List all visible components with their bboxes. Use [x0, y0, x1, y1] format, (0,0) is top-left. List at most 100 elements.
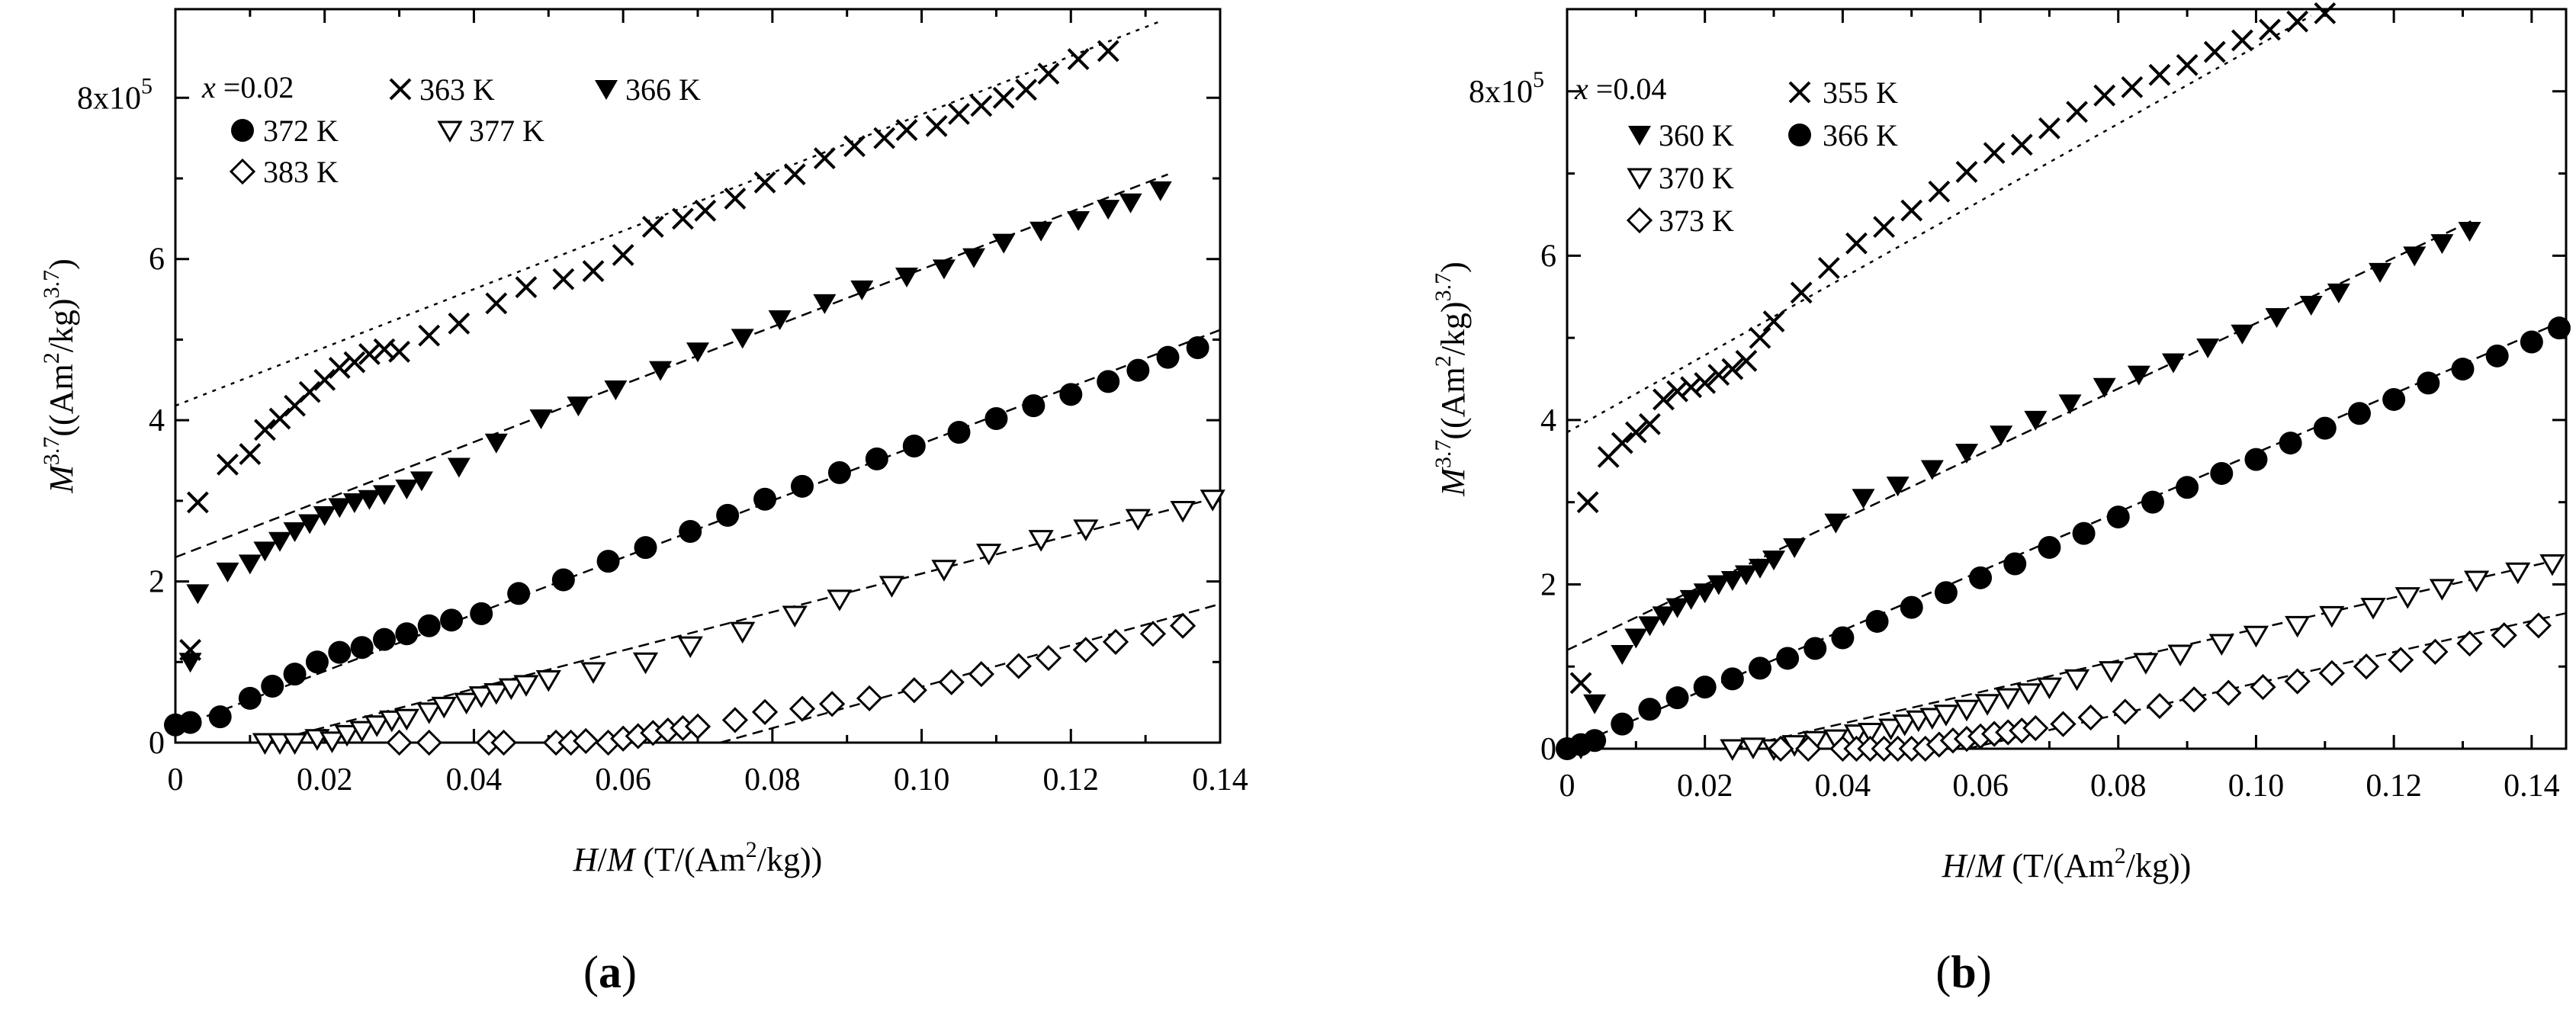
panel-a-point-s0	[515, 276, 538, 299]
panel-a-label: (a)	[583, 947, 637, 997]
panel-b-point-s2	[1831, 626, 1855, 650]
panel-b-point-s1	[1762, 550, 1786, 571]
panel-b-point-s0	[1749, 326, 1771, 349]
panel-b-point-s0	[2203, 40, 2226, 63]
panel-a-fit-line-1	[175, 173, 1168, 559]
panel-b-xtick-label: 0	[1559, 769, 1575, 804]
panel-a-point-s0	[1015, 79, 1037, 101]
panel-b-point-s1	[2196, 339, 2220, 359]
panel-a-point-s1	[529, 409, 553, 430]
panel-b-point-s0	[1611, 432, 1633, 454]
panel-a-xtick-label: 0.08	[744, 762, 801, 798]
panel-a-point-s0	[992, 86, 1015, 109]
panel-b-xtick-label: 0.06	[1952, 769, 2009, 804]
panel-a-point-s3	[252, 733, 278, 755]
panel-b-ytick-label: 6	[1540, 239, 1556, 274]
panel-b-point-s2	[2485, 344, 2509, 367]
panel-b-point-s0	[2121, 75, 2144, 98]
panel-b-ytick-label: 2	[1540, 567, 1556, 602]
panel-b-point-s1	[1720, 571, 1744, 592]
panel-a-point-s4	[1102, 628, 1129, 655]
panel-b-point-s1	[1693, 583, 1717, 604]
panel-a-point-s1	[395, 480, 419, 499]
panel-a-legend-label-4: 383 K	[263, 155, 339, 189]
panel-a-point-s4	[416, 729, 442, 756]
panel-a-point-s4	[684, 713, 711, 740]
panel-a-point-s3	[878, 576, 905, 598]
panel-a-point-s1	[1097, 200, 1120, 220]
panel-b-point-s4	[2022, 714, 2049, 742]
panel-b-point-s2	[2279, 432, 2302, 455]
panel-a-composition-label: x =0.02	[201, 70, 294, 104]
panel-a-point-s2	[1059, 383, 1083, 406]
panel-b-legend: x =0.04 355 K 360 K 366 K 370 K 373 K	[1574, 72, 1898, 238]
panel-a-point-s3	[677, 636, 703, 659]
panel-b-point-s3	[2429, 579, 2455, 601]
panel-b-point-s3	[1720, 739, 1746, 761]
panel-b-point-s4	[2284, 668, 2311, 695]
panel-a-point-s2	[417, 614, 441, 637]
panel-b-point-s3	[2133, 653, 2159, 675]
panel-a-point-s0	[948, 103, 970, 125]
panel-b-point-s1	[2369, 262, 2392, 283]
panel-b-point-s1	[1652, 606, 1675, 627]
panel-a-point-s1	[1029, 221, 1053, 242]
panel-b-point-s4	[2077, 704, 2104, 731]
panel-a-point-s1	[686, 342, 709, 363]
panel-a-point-s3	[319, 731, 345, 753]
panel-b-point-s4	[2422, 638, 2449, 665]
panel-b-point-s2	[2417, 371, 2440, 395]
panel-a-legend: x =0.02 363 K 366 K 372 K 377 K 383 K	[201, 70, 701, 189]
panel-b-point-s2	[1665, 686, 1689, 710]
panel-a-point-s0	[186, 491, 209, 514]
panel-a-point-s3	[1200, 489, 1225, 512]
panel-b-xtick-label: 0.08	[2090, 769, 2147, 804]
panel-b-point-s1	[2265, 308, 2289, 329]
panel-b-xlabel: H/M (T/(Am2/kg))	[1942, 843, 2192, 884]
panel-a-xtick-label: 0.02	[297, 762, 353, 798]
panel-a-point-s2	[596, 550, 620, 573]
panel-a-point-s2	[1156, 345, 1180, 369]
panel-a-point-s4	[1139, 621, 1167, 647]
panel-b-point-s1	[1920, 460, 1944, 480]
panel-b-point-s3	[1906, 710, 1932, 733]
panel-b-point-s4	[2525, 612, 2552, 639]
panel-a-xtick-label: 0	[168, 762, 184, 798]
panel-b-point-s2	[1865, 609, 1889, 633]
panel-b-point-s4	[2215, 679, 2242, 706]
panel-a-point-s3	[931, 560, 957, 582]
panel-b-legend-marker-2	[1788, 124, 1811, 146]
panel-a-point-s4	[789, 695, 816, 722]
panel-b-point-s4	[2181, 686, 2208, 713]
panel-a-point-s3	[580, 662, 606, 684]
panel-a-point-s2	[865, 447, 888, 470]
panel-b-xtick-label: 0.14	[2504, 769, 2560, 804]
panel-b-point-s2	[2347, 402, 2371, 425]
panel-a-point-s0	[753, 171, 776, 194]
panel-b-point-s2	[2003, 552, 2027, 576]
panel-a-point-s3	[431, 696, 457, 719]
panel-b-point-s2	[1583, 729, 1607, 753]
panel-a-point-s4	[1005, 653, 1032, 679]
panel-b-point-s2	[2072, 522, 2096, 545]
panel-a-point-s0	[641, 216, 664, 238]
panel-a-point-s2	[1126, 358, 1150, 382]
panel-b-point-s4	[2050, 711, 2077, 737]
panel-a-point-s0	[970, 95, 993, 117]
panel-b-point-s2	[1804, 637, 1827, 660]
panel-a-point-s1	[484, 433, 508, 454]
panel-a-point-s4	[901, 677, 927, 704]
panel-b-point-s3	[1954, 699, 1980, 722]
panel-b-point-s2	[2106, 505, 2130, 529]
panel-a-point-s3	[364, 715, 390, 737]
panel-b-point-s3	[2167, 644, 2193, 667]
panel-b-point-s4	[2491, 622, 2517, 649]
panel-a-point-s3	[535, 670, 561, 692]
panel-b-point-s0	[2314, 2, 2337, 24]
panel-b-point-s0	[1694, 371, 1717, 394]
panel-a-point-s0	[485, 292, 508, 315]
panel-a-point-s1	[313, 505, 336, 526]
panel-b-point-s3	[2395, 587, 2420, 609]
panel-a-ytick-label: 2	[149, 565, 165, 600]
panel-a-point-s2	[902, 434, 926, 457]
